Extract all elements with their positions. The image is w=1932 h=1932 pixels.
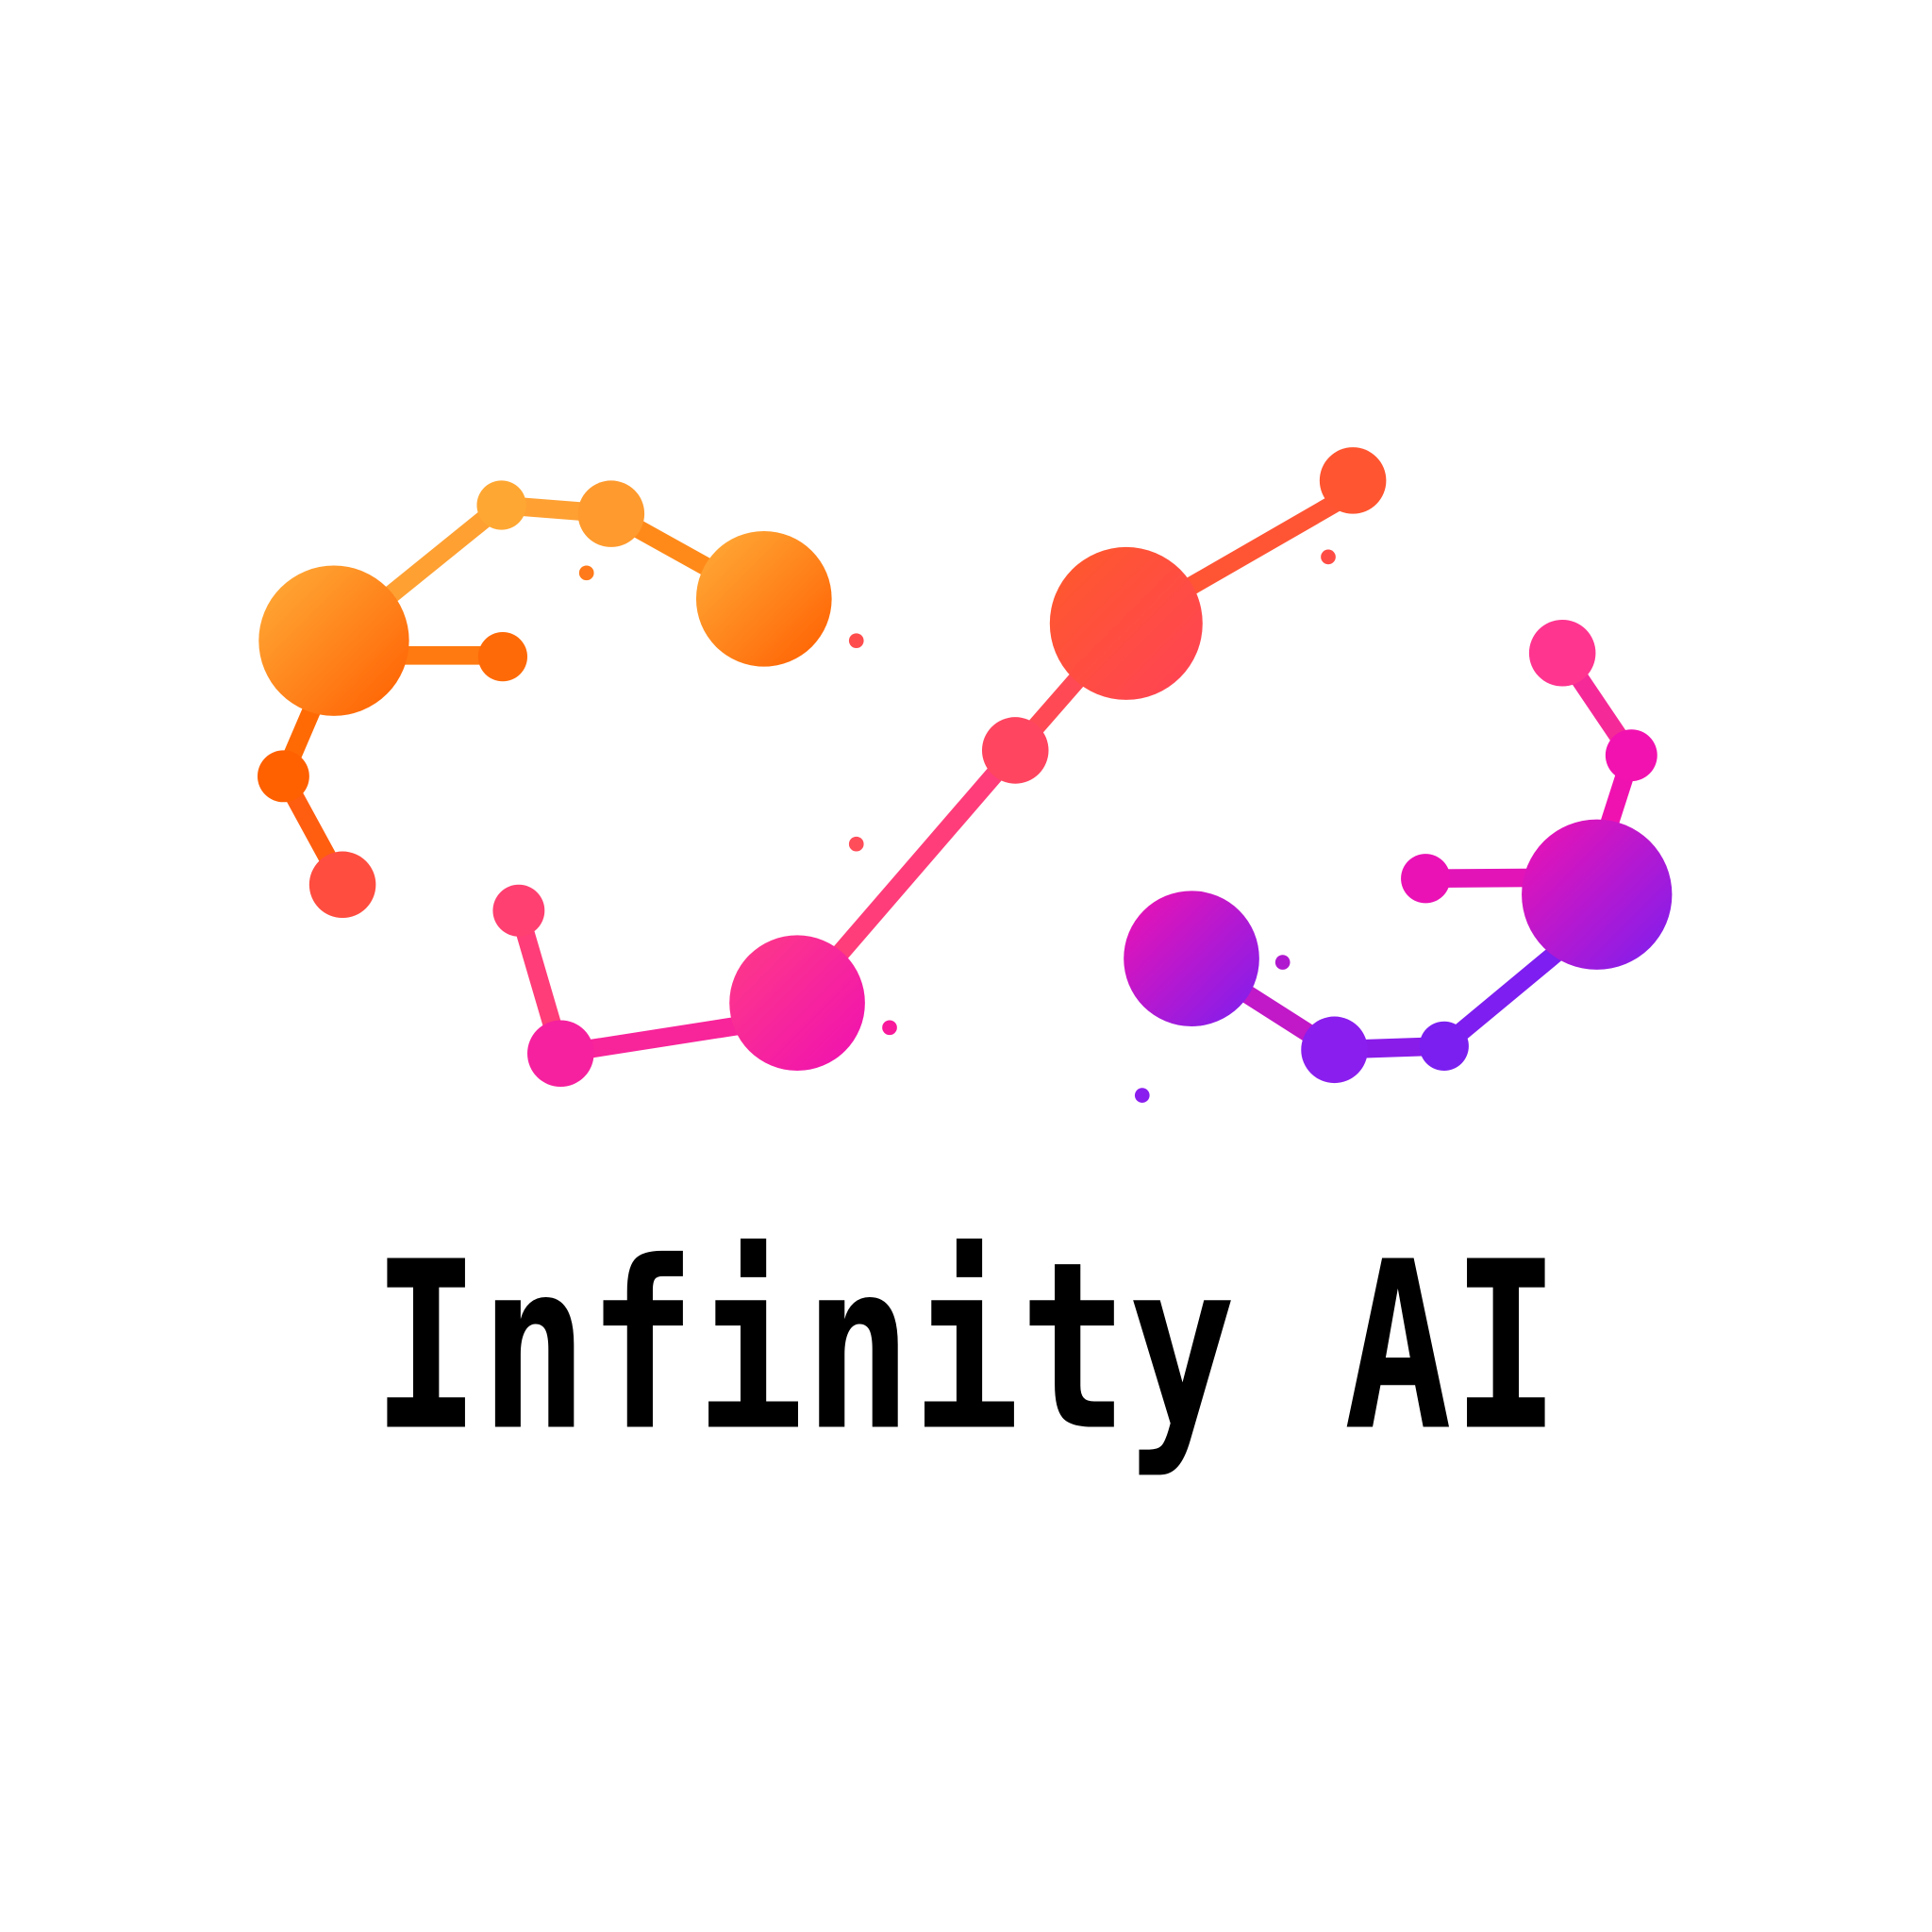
right-cluster bbox=[1124, 619, 1673, 1103]
node bbox=[1528, 619, 1596, 687]
dot bbox=[848, 633, 864, 649]
node bbox=[1419, 1021, 1469, 1072]
node bbox=[1605, 729, 1657, 782]
node bbox=[1301, 1016, 1368, 1084]
dot bbox=[1274, 955, 1291, 970]
node bbox=[1401, 854, 1451, 904]
node bbox=[577, 480, 645, 547]
logo-text: Infinity AI bbox=[372, 1211, 1559, 1481]
node bbox=[527, 1020, 594, 1087]
node bbox=[257, 750, 309, 803]
dot bbox=[1321, 549, 1336, 565]
node bbox=[1319, 447, 1387, 514]
dot bbox=[1134, 1088, 1150, 1103]
dot bbox=[882, 1020, 897, 1036]
middle-chain bbox=[492, 447, 1387, 1087]
dot bbox=[848, 836, 864, 852]
constellation bbox=[257, 447, 1673, 1103]
node bbox=[1124, 891, 1259, 1026]
node bbox=[981, 717, 1049, 784]
node bbox=[492, 884, 545, 937]
left-cluster bbox=[257, 480, 864, 919]
dot bbox=[578, 565, 594, 581]
node bbox=[476, 480, 526, 530]
node bbox=[258, 565, 409, 716]
node bbox=[695, 530, 832, 667]
node bbox=[1049, 546, 1203, 700]
node bbox=[477, 632, 528, 682]
node bbox=[308, 851, 376, 919]
node bbox=[729, 935, 865, 1072]
node bbox=[1522, 819, 1673, 970]
